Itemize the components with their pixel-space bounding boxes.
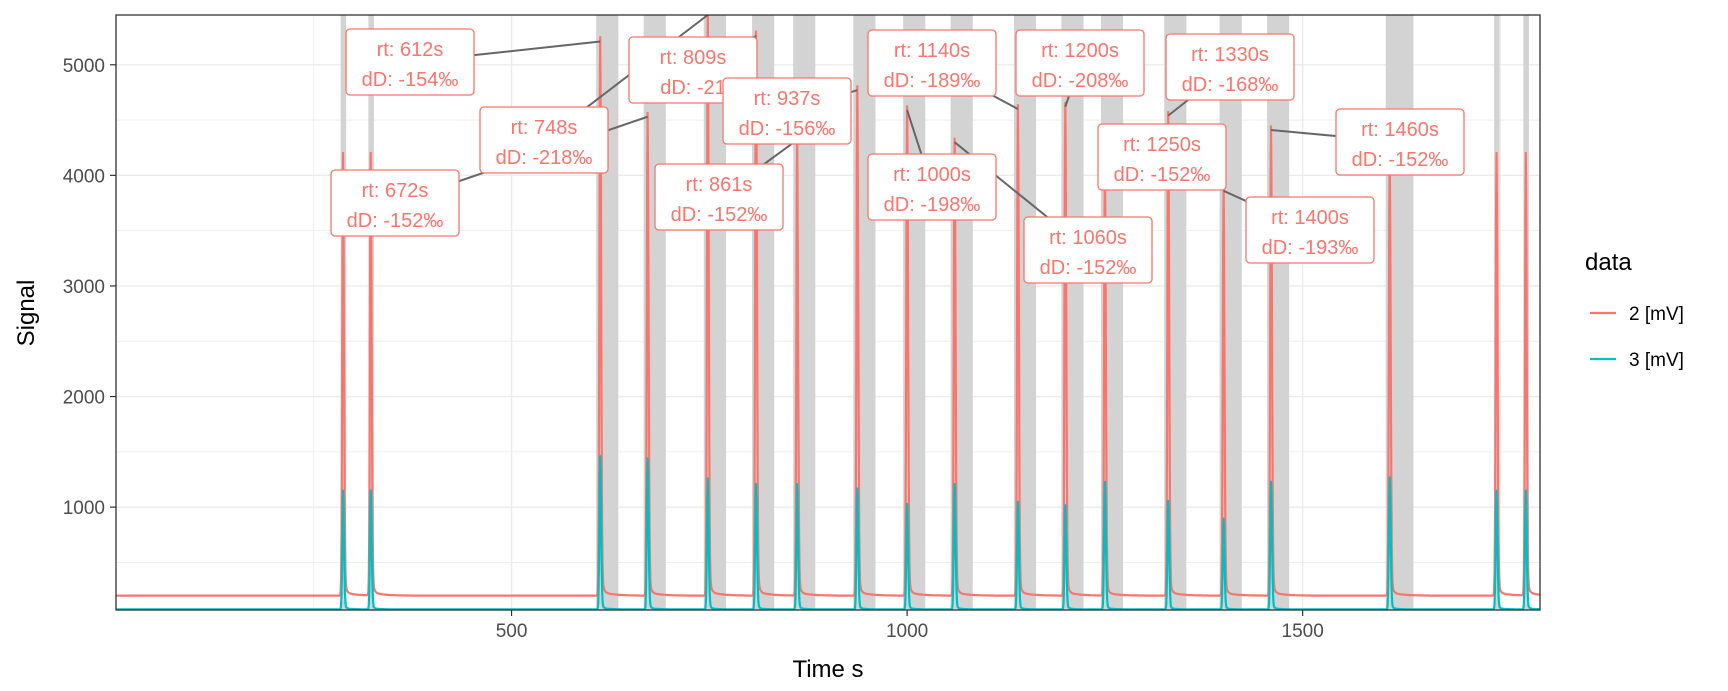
annotation-dd-text: dD: -156‰ <box>739 118 836 140</box>
y-tick-label: 4000 <box>63 166 105 187</box>
annotation-rt-text: rt: 1200s <box>1041 40 1119 62</box>
legend-title: data <box>1585 249 1632 276</box>
x-tick-label: 1500 <box>1282 621 1324 642</box>
annotation-rt-text: rt: 1250s <box>1123 134 1201 156</box>
annotation-box <box>330 169 460 237</box>
annotation-rt-text: rt: 612s <box>377 39 444 61</box>
annotation-rt-text: rt: 672s <box>362 180 429 202</box>
annotation-box <box>345 28 475 96</box>
annotation-label: rt: 1000s dD: -198‰ <box>867 153 997 221</box>
annotation-rt-text: rt: 1400s <box>1271 207 1349 229</box>
annotation-label: rt: 1330s dD: -168‰ <box>1165 33 1295 101</box>
legend: data 2 [mV] 3 [mV] <box>1585 249 1684 371</box>
annotation-dd-text: dD: -193‰ <box>1262 237 1359 259</box>
legend-label-series-2: 2 [mV] <box>1629 304 1684 325</box>
annotation-label: rt: 861s dD: -152‰ <box>654 163 784 231</box>
annotation-dd-text: dD: -168‰ <box>1182 74 1279 96</box>
annotation-label: rt: 937s dD: -156‰ <box>722 77 852 145</box>
annotation-dd-text: dD: -208‰ <box>1032 70 1129 92</box>
annotation-dd-text: dD: -152‰ <box>1114 164 1211 186</box>
annotation-dd-text: dD: -218‰ <box>496 147 593 169</box>
x-tick-label: 500 <box>496 621 528 642</box>
annotation-box <box>1097 123 1227 191</box>
y-tick-label: 3000 <box>63 277 105 298</box>
annotation-box <box>1335 108 1465 176</box>
annotation-dd-text: dD: -152‰ <box>1352 149 1449 171</box>
annotation-label: rt: 1250s dD: -152‰ <box>1097 123 1227 191</box>
annotation-label: rt: 1400s dD: -193‰ <box>1245 196 1375 264</box>
annotation-box <box>1165 33 1295 101</box>
y-tick-label: 1000 <box>63 498 105 519</box>
annotation-rt-text: rt: 937s <box>754 88 821 110</box>
y-axis-title: Signal <box>13 280 40 347</box>
annotation-dd-text: dD: -21 <box>660 77 726 99</box>
annotation-dd-text: dD: -154‰ <box>362 69 459 91</box>
x-axis-title: Time s <box>792 656 863 683</box>
annotation-rt-text: rt: 748s <box>511 117 578 139</box>
plot-panel-border <box>115 14 1541 611</box>
y-tick-label: 2000 <box>63 388 105 409</box>
annotation-dd-text: dD: -152‰ <box>1040 257 1137 279</box>
annotation-box <box>1245 196 1375 264</box>
annotation-box <box>722 77 852 145</box>
annotation-rt-text: rt: 1330s <box>1191 44 1269 66</box>
annotation-rt-text: rt: 1460s <box>1361 119 1439 141</box>
annotation-box <box>1015 29 1145 97</box>
annotation-labels: rt: 612s dD: -154‰ rt: 672s dD: -152‰ rt: 74… <box>330 28 1465 284</box>
annotation-dd-text: dD: -189‰ <box>884 70 981 92</box>
annotation-label: rt: 672s dD: -152‰ <box>330 169 460 237</box>
annotation-rt-text: rt: 1140s <box>894 40 970 62</box>
annotation-label: rt: 612s dD: -154‰ <box>345 28 475 96</box>
annotation-label: rt: 1200s dD: -208‰ <box>1015 29 1145 97</box>
annotation-box <box>1023 216 1153 284</box>
annotation-label: rt: 1460s dD: -152‰ <box>1335 108 1465 176</box>
axis-layer: 500 1000 1500 1000 2000 3000 4000 5000 <box>63 56 1324 642</box>
annotation-box <box>867 153 997 221</box>
annotation-rt-text: rt: 861s <box>686 174 753 196</box>
annotation-dd-text: dD: -152‰ <box>347 210 444 232</box>
annotation-dd-text: dD: -152‰ <box>671 204 768 226</box>
annotation-label: rt: 748s dD: -218‰ <box>479 106 609 174</box>
x-tick-label: 1000 <box>886 621 928 642</box>
annotation-label: rt: 1060s dD: -152‰ <box>1023 216 1153 284</box>
y-tick-label: 5000 <box>63 56 105 77</box>
legend-label-series-3: 3 [mV] <box>1629 350 1684 371</box>
annotation-box <box>867 29 997 97</box>
annotation-rt-text: rt: 1000s <box>893 164 971 186</box>
series-line-2mV <box>116 15 1540 597</box>
annotation-rt-text: rt: 1060s <box>1049 227 1127 249</box>
annotation-dd-text: dD: -198‰ <box>884 194 981 216</box>
annotation-box <box>479 106 609 174</box>
annotation-rt-text: rt: 809s <box>660 47 727 69</box>
annotation-box <box>654 163 784 231</box>
annotation-label: rt: 1140s dD: -189‰ <box>867 29 997 97</box>
